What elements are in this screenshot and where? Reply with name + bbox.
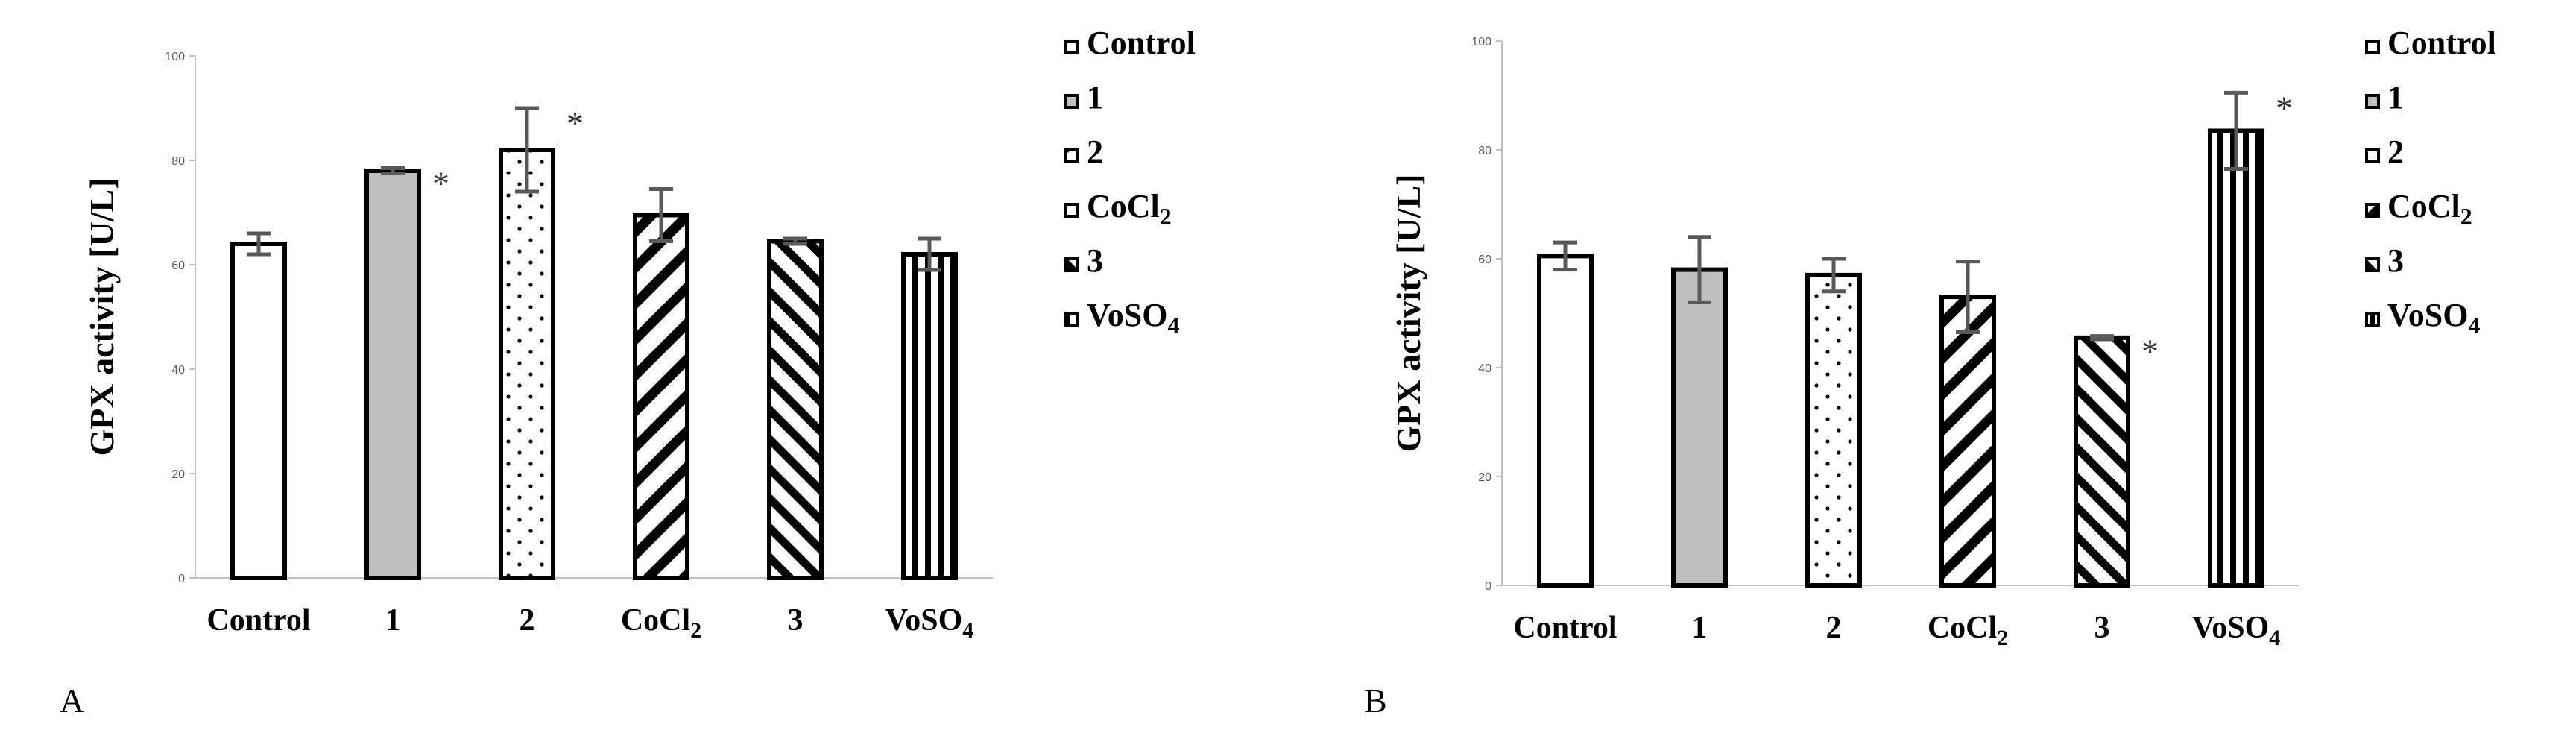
y-tick-label: 40 xyxy=(171,364,185,377)
bar-voso4 xyxy=(2208,128,2264,588)
legend-swatch xyxy=(2365,148,2380,163)
x-tick-label: VoSO4 xyxy=(886,603,974,643)
significance-marker: * xyxy=(2141,333,2159,371)
panel-a-chart: 0 20 40 60 80 100 GPX activity [U/L] Control * 1 *… xyxy=(83,25,1196,643)
legend-swatch xyxy=(1064,203,1079,218)
legend-label: CoCl2 xyxy=(1087,188,1172,230)
x-tick-label: Control xyxy=(1513,611,1617,645)
y-tick-label: 60 xyxy=(171,260,185,272)
bar-cocl2 xyxy=(633,213,689,580)
legend-label: VoSO4 xyxy=(2387,297,2480,339)
legend-swatch xyxy=(2365,40,2380,54)
panel-label-a: A xyxy=(60,682,84,720)
legend-swatch xyxy=(2365,312,2380,327)
x-tick-label: CoCl2 xyxy=(1928,611,2008,650)
y-axis-title: GPX activity [U/L] xyxy=(1389,174,1427,452)
legend-swatch xyxy=(1064,312,1079,327)
legend-label: 3 xyxy=(1087,242,1103,279)
bar-control xyxy=(1537,254,1594,588)
significance-marker: * xyxy=(566,104,584,142)
y-tick-label: 0 xyxy=(1485,580,1491,593)
legend-label: VoSO4 xyxy=(1087,297,1179,339)
bar-1 xyxy=(364,169,421,580)
y-axis-title: GPX activity [U/L] xyxy=(83,177,121,456)
y-tick-label: 0 xyxy=(178,573,185,585)
legend-label: CoCl2 xyxy=(2387,188,2472,230)
bar-control xyxy=(230,242,287,580)
y-tick-label: 40 xyxy=(1478,362,1491,375)
legend-label: 1 xyxy=(2387,79,2404,116)
legend-label: 2 xyxy=(1087,133,1103,170)
y-tick-label: 60 xyxy=(1478,254,1491,266)
legend-swatch xyxy=(2365,203,2380,218)
x-tick-label: 2 xyxy=(1826,611,1842,645)
bar-3 xyxy=(2074,335,2130,588)
x-tick-label: 3 xyxy=(788,603,804,638)
y-tick-label: 100 xyxy=(165,51,185,63)
legend-swatch xyxy=(1064,94,1079,109)
legend-swatch xyxy=(1064,40,1079,54)
panel-label-b: B xyxy=(1364,682,1387,720)
legend-swatch xyxy=(2365,257,2380,272)
bar-voso4 xyxy=(901,252,958,580)
bar-1 xyxy=(1671,267,1728,588)
legend-label: Control xyxy=(2387,25,2496,61)
legend-swatch xyxy=(1064,148,1079,163)
x-tick-label: CoCl2 xyxy=(621,603,701,643)
significance-marker: * xyxy=(2276,89,2293,127)
bar-2 xyxy=(499,148,555,580)
y-tick-label: 80 xyxy=(1478,145,1491,157)
y-tick-label: 20 xyxy=(171,468,185,481)
legend-label: 2 xyxy=(2387,133,2404,170)
x-tick-label: 2 xyxy=(520,603,535,638)
legend-swatch xyxy=(2365,94,2380,109)
legend-label: 3 xyxy=(2387,242,2404,279)
bar-cocl2 xyxy=(1939,295,1996,588)
x-tick-label: Control xyxy=(206,603,310,638)
x-tick-label: VoSO4 xyxy=(2192,611,2281,650)
legend-label: 1 xyxy=(1087,79,1103,116)
x-tick-label: 1 xyxy=(1692,611,1708,645)
x-tick-label: 3 xyxy=(2094,611,2110,645)
y-tick-label: 80 xyxy=(171,155,185,168)
legend-label: Control xyxy=(1087,25,1196,61)
significance-marker: * xyxy=(432,165,449,203)
bar-2 xyxy=(1805,272,1862,588)
panel-b-chart: 0 20 40 60 80 100 GPX activity [U/L] Control 1 2 C… xyxy=(1389,25,2496,650)
legend-swatch xyxy=(1064,257,1079,272)
y-tick-label: 20 xyxy=(1478,471,1491,484)
bar-3 xyxy=(767,239,824,580)
x-tick-label: 1 xyxy=(385,603,401,638)
y-tick-label: 100 xyxy=(1471,36,1491,48)
